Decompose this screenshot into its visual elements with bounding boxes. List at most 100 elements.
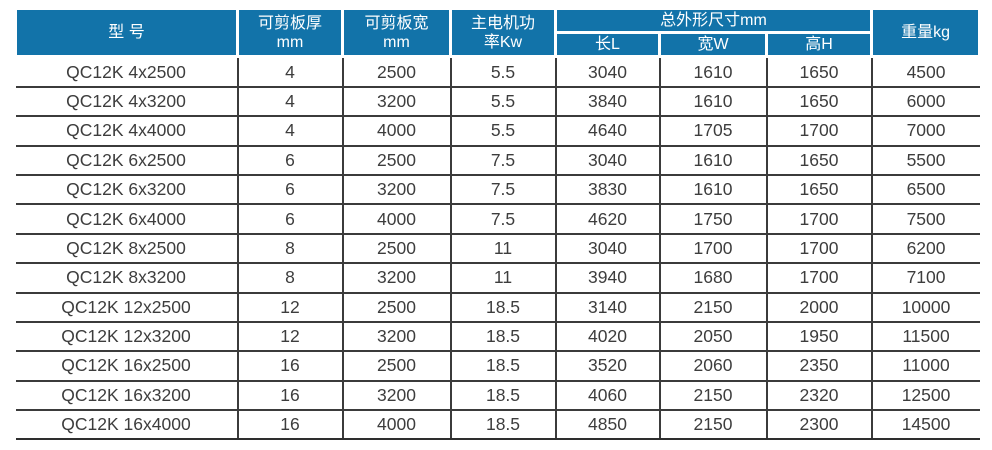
cut-width-cell: 2500 xyxy=(342,56,452,88)
table-row: QC12K 6x4000 6 4000 7.5 4620 1750 1700 7500 xyxy=(15,204,980,235)
motor-power-cell: 18.5 xyxy=(450,351,557,382)
header-dim-width: 宽W xyxy=(658,31,768,59)
dim-width-cell: 2060 xyxy=(659,351,768,382)
shearing-machine-spec-table: 型 号 可剪板厚 mm 可剪板宽 mm 主电机功 率Kw xyxy=(14,6,982,441)
motor-power-cell: 18.5 xyxy=(450,321,557,353)
dim-height-cell: 1650 xyxy=(766,56,873,88)
dim-height-cell: 2320 xyxy=(766,380,873,412)
dim-length-cell: 3940 xyxy=(555,263,661,294)
weight-cell: 11000 xyxy=(871,351,980,382)
model-cell: QC12K 16x3200 xyxy=(15,380,239,412)
motor-power-cell: 7.5 xyxy=(450,204,557,235)
cut-thickness-cell: 8 xyxy=(237,233,344,265)
weight-cell: 14500 xyxy=(871,410,980,441)
cut-thickness-cell: 16 xyxy=(237,380,344,412)
dim-length-cell: 4850 xyxy=(555,410,661,441)
dim-width-cell: 1680 xyxy=(659,263,768,294)
motor-power-cell: 7.5 xyxy=(450,174,557,206)
cut-width-cell: 4000 xyxy=(342,204,452,235)
dim-width-cell: 1610 xyxy=(659,86,768,118)
cut-thickness-cell: 4 xyxy=(237,86,344,118)
dim-length-cell: 3040 xyxy=(555,56,661,88)
table-row: QC12K 12x2500 12 2500 18.5 3140 2150 2000 10000 xyxy=(15,292,980,323)
cut-thickness-cell: 12 xyxy=(237,292,344,323)
motor-power-cell: 18.5 xyxy=(450,380,557,412)
table-row: QC12K 4x3200 4 3200 5.5 3840 1610 1650 6000 xyxy=(15,86,980,118)
table-row: QC12K 6x2500 6 2500 7.5 3040 1610 1650 5500 xyxy=(15,145,980,176)
cut-thickness-cell: 16 xyxy=(237,351,344,382)
dim-height-cell: 1950 xyxy=(766,321,873,353)
header-model-label: 型 号 xyxy=(108,24,145,42)
dim-length-cell: 3140 xyxy=(555,292,661,323)
cut-thickness-cell: 8 xyxy=(237,263,344,294)
weight-cell: 12500 xyxy=(871,380,980,412)
header-dim-length: 长L xyxy=(554,31,661,59)
dim-height-cell: 1700 xyxy=(766,263,873,294)
motor-power-cell: 18.5 xyxy=(450,410,557,441)
model-cell: QC12K 6x2500 xyxy=(15,145,239,176)
dim-length-cell: 3040 xyxy=(555,145,661,176)
header-motor-power: 主电机功 率Kw xyxy=(449,6,557,59)
dim-length-cell: 4620 xyxy=(555,204,661,235)
cut-thickness-cell: 12 xyxy=(237,321,344,353)
model-cell: QC12K 16x2500 xyxy=(15,351,239,382)
motor-power-cell: 5.5 xyxy=(450,116,557,147)
weight-cell: 7000 xyxy=(871,116,980,147)
cut-width-cell: 3200 xyxy=(342,86,452,118)
cut-thickness-cell: 6 xyxy=(237,145,344,176)
table-body: QC12K 4x2500 4 2500 5.5 3040 1610 1650 4500 QC12… xyxy=(15,56,980,441)
dim-height-cell: 2000 xyxy=(766,292,873,323)
model-cell: QC12K 6x4000 xyxy=(15,204,239,235)
table-row: QC12K 8x2500 8 2500 11 3040 1700 1700 6200 xyxy=(15,233,980,265)
dim-height-cell: 1700 xyxy=(766,204,873,235)
dim-width-cell: 1610 xyxy=(659,145,768,176)
motor-power-cell: 11 xyxy=(450,263,557,294)
header-dimensions-group: 总外形尺寸mm xyxy=(553,6,874,35)
cut-width-cell: 2500 xyxy=(342,145,452,176)
weight-cell: 7100 xyxy=(871,263,980,294)
table-row: QC12K 16x4000 16 4000 18.5 4850 2150 2300 14500 xyxy=(15,410,980,441)
dim-length-cell: 4020 xyxy=(555,321,661,353)
table-row: QC12K 4x2500 4 2500 5.5 3040 1610 1650 4500 xyxy=(15,56,980,88)
motor-power-cell: 5.5 xyxy=(450,56,557,88)
model-cell: QC12K 4x3200 xyxy=(15,86,239,118)
dim-height-cell: 1700 xyxy=(766,233,873,265)
motor-power-cell: 11 xyxy=(450,233,557,265)
weight-cell: 7500 xyxy=(871,204,980,235)
model-cell: QC12K 12x3200 xyxy=(15,321,239,353)
dim-length-cell: 3830 xyxy=(555,174,661,206)
cut-width-cell: 3200 xyxy=(342,174,452,206)
cut-width-cell: 2500 xyxy=(342,351,452,382)
dim-length-cell: 3040 xyxy=(555,233,661,265)
weight-cell: 4500 xyxy=(871,56,980,88)
model-cell: QC12K 8x2500 xyxy=(15,233,239,265)
weight-cell: 6200 xyxy=(871,233,980,265)
weight-cell: 10000 xyxy=(871,292,980,323)
cut-thickness-cell: 4 xyxy=(237,116,344,147)
motor-power-cell: 5.5 xyxy=(450,86,557,118)
table-row: QC12K 4x4000 4 4000 5.5 4640 1705 1700 7000 xyxy=(15,116,980,147)
cut-thickness-cell: 6 xyxy=(237,174,344,206)
dim-width-cell: 1610 xyxy=(659,174,768,206)
dim-length-cell: 4640 xyxy=(555,116,661,147)
table-row: QC12K 16x3200 16 3200 18.5 4060 2150 2320 12500 xyxy=(15,380,980,412)
header-row-sub: 长L 宽W 高H xyxy=(16,31,980,59)
cut-width-cell: 4000 xyxy=(342,116,452,147)
weight-cell: 6000 xyxy=(871,86,980,118)
dim-height-cell: 1650 xyxy=(766,86,873,118)
cut-width-cell: 2500 xyxy=(342,233,452,265)
cut-thickness-cell: 4 xyxy=(237,56,344,88)
dim-height-cell: 2300 xyxy=(766,410,873,441)
dim-height-cell: 2350 xyxy=(766,351,873,382)
motor-power-cell: 18.5 xyxy=(450,292,557,323)
header-row-top: 型 号 可剪板厚 mm 可剪板宽 mm 主电机功 率Kw xyxy=(14,6,982,59)
dim-width-cell: 2150 xyxy=(659,410,768,441)
weight-cell: 11500 xyxy=(871,321,980,353)
table-row: QC12K 16x2500 16 2500 18.5 3520 2060 2350 11000 xyxy=(15,351,980,382)
dim-height-cell: 1700 xyxy=(766,116,873,147)
dim-width-cell: 2150 xyxy=(659,292,768,323)
header-model: 型 号 xyxy=(14,6,239,59)
dim-height-cell: 1650 xyxy=(766,174,873,206)
model-cell: QC12K 4x2500 xyxy=(15,56,239,88)
weight-cell: 5500 xyxy=(871,145,980,176)
